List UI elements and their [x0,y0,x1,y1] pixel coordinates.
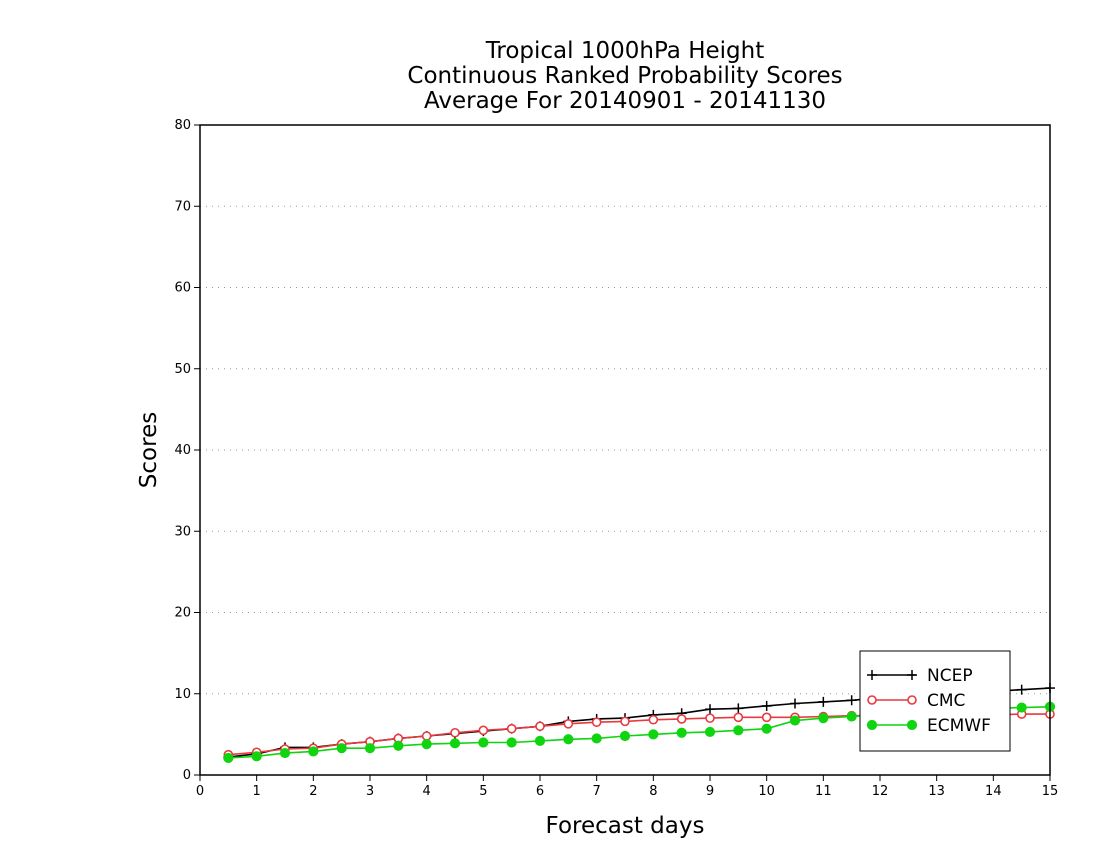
point-ecmwf-15 [648,729,659,740]
point-ecmwf-22 [846,711,857,722]
point-cmc-12 [563,719,574,729]
y-tick-label-20: 20 [174,606,191,621]
point-ecmwf-12 [563,734,574,745]
point-ncep-17 [705,704,715,715]
legend-label-cmc: CMC [927,691,965,711]
x-tick-label-6: 6 [536,784,544,799]
point-ecmwf-5 [364,743,376,754]
point-ecmwf-16 [676,727,687,738]
point-ecmwf-28 [1016,702,1027,713]
legend-entry-ecmwf: ECMWF [866,716,991,736]
legend-marker-cmc-start [867,695,877,705]
x-tick-label-9: 9 [706,784,714,799]
legend-marker-ecmwf-end [906,719,918,731]
point-ncep-28 [1016,684,1027,695]
x-tick-label-5: 5 [479,784,487,799]
x-tick-label-10: 10 [758,784,775,799]
point-ecmwf-21 [818,713,829,724]
legend-marker-ncep-start [867,670,877,680]
legend-label-ecmwf: ECMWF [927,716,991,736]
point-ecmwf-19 [761,723,772,734]
x-tick-label-11: 11 [815,784,832,799]
point-cmc-7 [421,731,432,741]
point-cmc-11 [535,721,545,732]
x-tick-label-2: 2 [309,784,317,799]
point-ecmwf-18 [733,725,744,736]
point-cmc-9 [478,725,489,736]
point-ecmwf-1 [251,751,262,762]
y-tick-label-30: 30 [174,524,191,539]
legend-marker-ncep-end [907,670,917,680]
point-cmc-18 [733,712,744,723]
point-ecmwf-3 [308,746,319,757]
point-ecmwf-11 [534,735,546,746]
point-cmc-14 [620,716,630,727]
point-ncep-19 [761,700,772,711]
legend-marker-ecmwf-start [866,719,878,731]
point-cmc-13 [591,717,602,727]
x-tick-label-14: 14 [985,784,1002,799]
point-ncep-20 [790,698,800,709]
y-tick-label-70: 70 [174,199,191,214]
point-ecmwf-9 [478,737,489,748]
point-ecmwf-13 [591,733,602,744]
point-ecmwf-8 [449,738,461,749]
point-ecmwf-10 [506,737,517,748]
y-tick-label-60: 60 [174,281,191,296]
point-ecmwf-14 [619,730,631,742]
x-tick-label-0: 0 [196,784,204,799]
point-ecmwf-6 [393,740,404,751]
y-tick-label-0: 0 [183,768,191,783]
y-tick-label-50: 50 [174,362,191,377]
chart-title-line-1: Tropical 1000hPa Height [485,38,765,64]
point-ncep-22 [846,695,857,706]
legend-marker-cmc-end [907,695,917,705]
y-tick-label-80: 80 [174,118,191,133]
legend: NCEP CMC ECMWF [859,650,1011,752]
point-ecmwf-4 [336,743,347,754]
point-ncep-18 [733,703,744,714]
x-tick-label-1: 1 [253,784,261,799]
point-ecmwf-2 [279,747,291,759]
x-tick-label-3: 3 [366,784,374,799]
point-ecmwf-17 [704,726,716,738]
point-cmc-17 [705,713,715,723]
x-tick-label-15: 15 [1042,784,1059,799]
point-cmc-8 [450,727,460,738]
chart-title-line-2: Continuous Ranked Probability Scores [407,63,843,89]
chart-title-line-3: Average For 20140901 - 20141130 [423,88,827,114]
point-ecmwf-20 [789,715,801,726]
x-axis-label: Forecast days [546,813,705,839]
legend-entry-cmc: CMC [867,691,965,711]
point-cmc-15 [648,714,659,725]
grid-lines [200,205,1050,695]
point-cmc-16 [676,714,687,724]
x-tick-label-8: 8 [649,784,657,799]
y-tick-label-10: 10 [174,687,191,702]
point-cmc-19 [761,712,772,723]
point-ecmwf-7 [421,739,432,750]
x-tick-label-13: 13 [928,784,945,799]
point-ncep-21 [818,696,829,707]
y-tick-label-40: 40 [174,443,191,458]
point-ecmwf-0 [223,752,234,764]
legend-label-ncep: NCEP [927,666,973,686]
x-tick-label-4: 4 [423,784,431,799]
x-tick-label-7: 7 [593,784,601,799]
x-tick-label-12: 12 [872,784,889,799]
legend-entry-ncep: NCEP [867,666,973,686]
point-cmc-10 [506,723,517,734]
y-axis-label: Scores [136,412,162,488]
legend-box [859,650,1011,752]
